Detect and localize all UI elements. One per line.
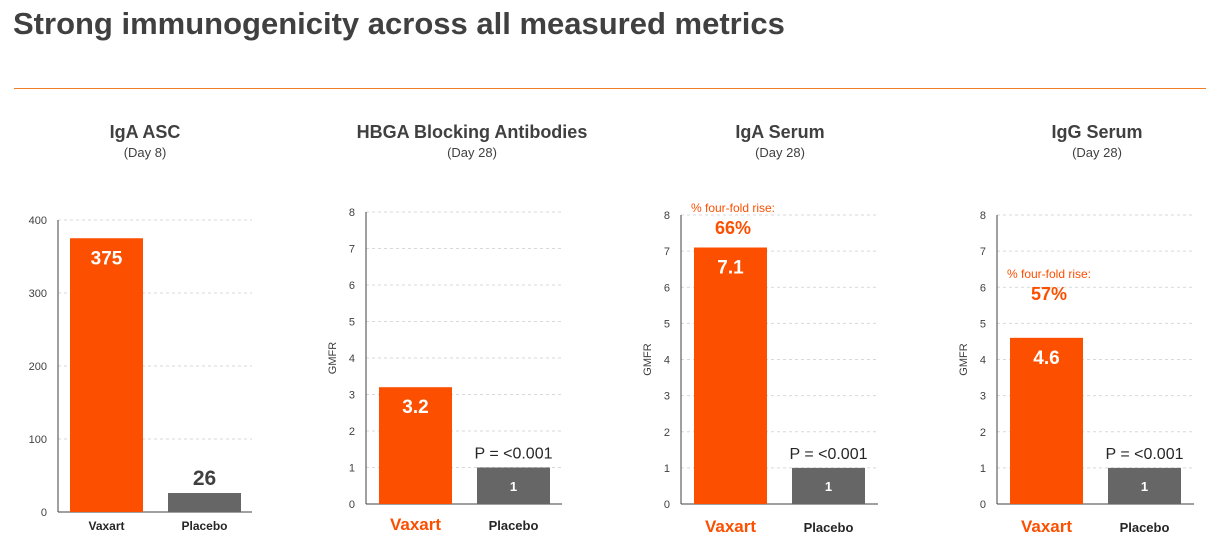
y-tick-label: 2 bbox=[980, 427, 986, 439]
four-fold-rise-label: % four-fold rise: bbox=[1007, 267, 1091, 281]
y-axis-label: GMFR bbox=[958, 343, 970, 375]
p-value-label: P = <0.001 bbox=[790, 446, 868, 463]
y-tick-label: 0 bbox=[664, 499, 670, 511]
y-tick-label: 4 bbox=[349, 353, 355, 365]
panel-title: HBGA Blocking Antibodies bbox=[357, 122, 588, 142]
y-tick-label: 7 bbox=[664, 246, 670, 258]
y-tick-label: 2 bbox=[349, 426, 355, 438]
y-tick-label: 2 bbox=[664, 427, 670, 439]
category-label-vaxart: Vaxart bbox=[705, 517, 756, 536]
data-label: 1 bbox=[825, 479, 832, 494]
panel-subtitle: (Day 28) bbox=[447, 145, 497, 160]
panel-subtitle: (Day 28) bbox=[1072, 145, 1122, 160]
data-label: 4.6 bbox=[1033, 348, 1059, 369]
data-label: 26 bbox=[193, 467, 216, 490]
y-tick-label: 1 bbox=[664, 463, 670, 475]
category-label-vaxart: Vaxart bbox=[1021, 517, 1072, 536]
category-label-placebo: Placebo bbox=[1120, 520, 1170, 535]
p-value-label: P = <0.001 bbox=[1106, 446, 1184, 463]
y-tick-label: 0 bbox=[349, 499, 355, 511]
y-tick-label: 4 bbox=[664, 355, 670, 367]
category-label-vaxart: Vaxart bbox=[88, 519, 124, 533]
y-tick-label: 5 bbox=[980, 318, 986, 330]
y-tick-label: 6 bbox=[664, 282, 670, 294]
y-axis-label: GMFR bbox=[327, 342, 339, 374]
data-label: 1 bbox=[510, 479, 517, 494]
category-label-placebo: Placebo bbox=[489, 518, 539, 533]
category-label-vaxart: Vaxart bbox=[390, 515, 441, 534]
data-label: 7.1 bbox=[717, 258, 744, 279]
y-tick-label: 400 bbox=[29, 215, 47, 227]
y-axis-label: GMFR bbox=[642, 343, 654, 375]
bar-placebo bbox=[168, 493, 241, 512]
y-tick-label: 300 bbox=[29, 288, 47, 300]
panel-title: IgG Serum bbox=[1051, 122, 1142, 142]
bar-vaxart bbox=[694, 247, 767, 504]
y-tick-label: 6 bbox=[980, 282, 986, 294]
four-fold-rise-label: % four-fold rise: bbox=[691, 201, 775, 215]
category-label-placebo: Placebo bbox=[181, 519, 227, 533]
y-tick-label: 1 bbox=[980, 463, 986, 475]
bar-placebo bbox=[792, 467, 865, 504]
y-tick-label: 4 bbox=[980, 355, 986, 367]
y-tick-label: 8 bbox=[980, 210, 986, 222]
y-tick-label: 0 bbox=[41, 507, 47, 519]
y-tick-label: 7 bbox=[349, 244, 355, 256]
y-tick-label: 3 bbox=[349, 390, 355, 402]
y-tick-label: 100 bbox=[29, 434, 47, 446]
panel-subtitle: (Day 8) bbox=[124, 145, 167, 160]
category-label-placebo: Placebo bbox=[804, 520, 854, 535]
y-tick-label: 3 bbox=[980, 391, 986, 403]
y-tick-label: 7 bbox=[980, 246, 986, 258]
y-tick-label: 0 bbox=[980, 499, 986, 511]
four-fold-rise-value: 66% bbox=[715, 218, 751, 238]
p-value-label: P = <0.001 bbox=[475, 446, 553, 463]
title-divider bbox=[14, 88, 1206, 89]
panel-title: IgA ASC bbox=[110, 122, 181, 142]
bar-placebo bbox=[477, 467, 550, 504]
y-tick-label: 200 bbox=[29, 361, 47, 373]
y-tick-label: 1 bbox=[349, 463, 355, 475]
panel-title: IgA Serum bbox=[735, 122, 824, 142]
bar-vaxart bbox=[70, 238, 143, 512]
panel-subtitle: (Day 28) bbox=[755, 145, 805, 160]
data-label: 3.2 bbox=[402, 397, 428, 418]
bar-placebo bbox=[1108, 467, 1181, 504]
y-tick-label: 8 bbox=[349, 207, 355, 219]
y-tick-label: 3 bbox=[664, 391, 670, 403]
bar-vaxart bbox=[1010, 337, 1083, 504]
y-tick-label: 5 bbox=[664, 318, 670, 330]
y-tick-label: 8 bbox=[664, 210, 670, 222]
four-fold-rise-value: 57% bbox=[1031, 284, 1067, 304]
page-title: Strong immunogenicity across all measure… bbox=[13, 6, 785, 41]
y-tick-label: 5 bbox=[349, 317, 355, 329]
data-label: 1 bbox=[1141, 479, 1148, 494]
bar-vaxart bbox=[379, 387, 452, 504]
data-label: 375 bbox=[91, 248, 123, 269]
y-tick-label: 6 bbox=[349, 280, 355, 292]
